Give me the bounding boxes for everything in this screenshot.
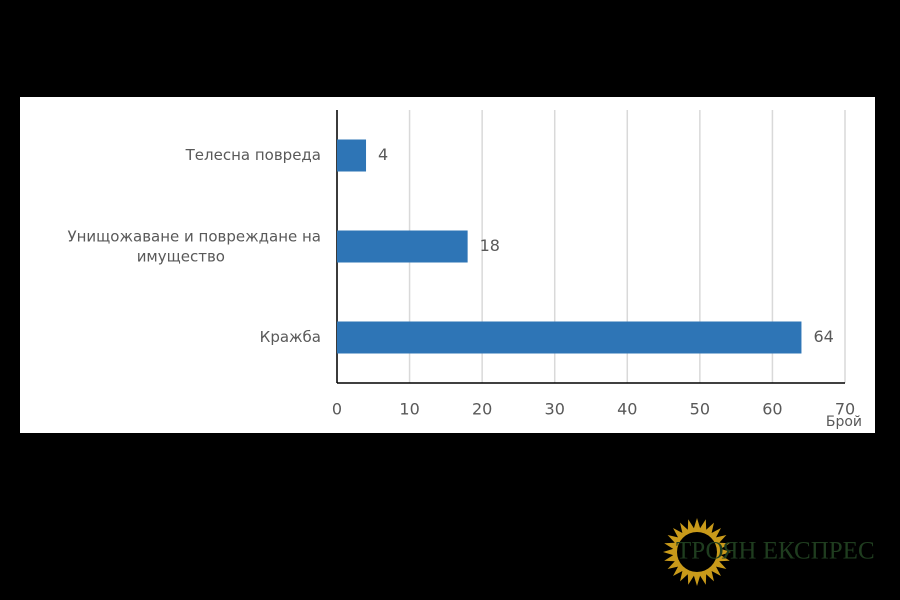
x-tick-label: 10: [399, 400, 419, 419]
sun-core: [677, 532, 717, 572]
x-tick-label: 0: [332, 400, 342, 419]
x-tick-label: 40: [617, 400, 637, 419]
x-axis-title: Брой: [826, 414, 862, 430]
x-tick-label: 60: [762, 400, 782, 419]
y-tick-label: Унищожаване и повреждане на имущество: [67, 227, 321, 265]
chart-panel: [20, 97, 875, 433]
bar: [337, 230, 468, 263]
y-tick-label: Кражба: [260, 328, 321, 346]
value-label: 64: [813, 327, 833, 346]
bar: [337, 321, 802, 354]
value-label: 18: [480, 236, 500, 255]
x-tick-label: 50: [690, 400, 710, 419]
logo-icon: [663, 518, 731, 586]
bar: [337, 139, 367, 172]
y-tick-label: Телесна повреда: [185, 146, 321, 164]
logo-text: ТРОЯН ЕКСПРЕС: [676, 538, 875, 565]
x-tick-label: 70: [835, 400, 855, 419]
x-tick-label: 30: [545, 400, 565, 419]
value-label: 4: [378, 145, 388, 164]
x-tick-label: 20: [472, 400, 492, 419]
